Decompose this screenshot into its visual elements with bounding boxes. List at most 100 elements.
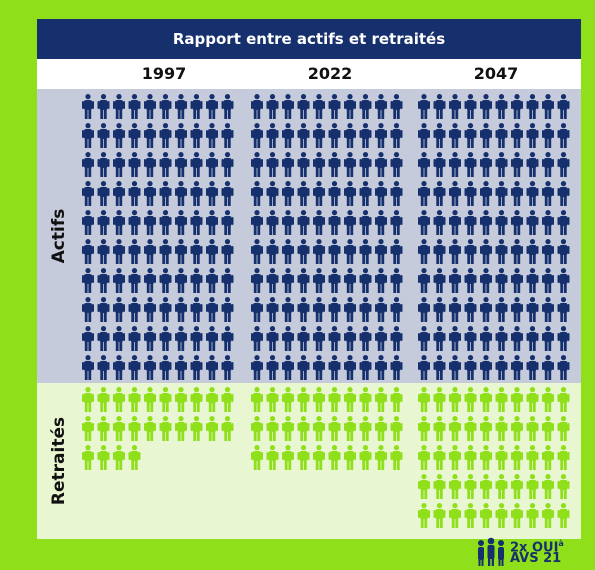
actif-person-icon xyxy=(144,268,156,293)
actif-person-icon xyxy=(159,326,172,351)
actif-person-icon xyxy=(206,326,218,351)
actif-person-icon xyxy=(433,181,446,206)
actif-person-icon xyxy=(297,94,310,119)
actif-person-icon xyxy=(313,326,325,351)
retraite-person-icon xyxy=(128,387,141,412)
actif-person-icon xyxy=(390,181,403,206)
actif-person-icon xyxy=(511,181,523,206)
actif-person-icon xyxy=(128,297,141,322)
actif-person-icon xyxy=(480,355,492,380)
actif-person-icon xyxy=(282,355,294,380)
actif-person-icon xyxy=(464,297,477,322)
actif-person-icon xyxy=(266,181,279,206)
retraite-person-icon xyxy=(542,474,554,499)
actif-person-icon xyxy=(282,210,294,235)
actif-person-icon xyxy=(266,123,279,148)
actif-person-icon xyxy=(159,181,172,206)
retraite-person-icon xyxy=(82,445,94,470)
retraite-person-icon xyxy=(344,445,356,470)
actif-person-icon xyxy=(433,94,446,119)
actif-person-icon xyxy=(344,355,356,380)
actif-person-icon xyxy=(297,268,310,293)
actif-person-icon xyxy=(449,181,461,206)
retraite-person-icon xyxy=(433,503,446,528)
actif-person-icon xyxy=(206,181,218,206)
retraite-person-icon xyxy=(190,416,203,441)
actif-person-icon xyxy=(144,355,156,380)
actif-person-icon xyxy=(82,297,94,322)
actif-person-icon xyxy=(464,94,477,119)
retraite-person-icon xyxy=(375,445,387,470)
actif-person-icon xyxy=(266,239,279,264)
retraite-person-icon xyxy=(464,416,477,441)
actif-person-icon xyxy=(97,123,110,148)
actif-person-icon xyxy=(390,94,403,119)
actif-person-icon xyxy=(495,268,508,293)
retraite-person-icon xyxy=(375,387,387,412)
actif-person-icon xyxy=(206,355,218,380)
actif-person-icon xyxy=(251,268,263,293)
retraite-person-icon xyxy=(480,416,492,441)
actif-person-icon xyxy=(375,268,387,293)
actif-person-icon xyxy=(433,268,446,293)
actif-person-icon xyxy=(190,210,203,235)
actif-person-icon xyxy=(542,239,554,264)
actif-person-icon xyxy=(449,210,461,235)
retraite-person-icon xyxy=(113,445,125,470)
retraite-person-icon xyxy=(390,445,403,470)
actif-person-icon xyxy=(159,268,172,293)
retraite-person-icon xyxy=(557,445,570,470)
campaign-logo: 2x OUIà AVS 21 xyxy=(474,536,592,568)
actif-person-icon xyxy=(418,181,430,206)
retraite-person-icon xyxy=(542,387,554,412)
retraite-person-icon xyxy=(159,387,172,412)
actif-person-icon xyxy=(175,239,187,264)
actif-person-icon xyxy=(82,210,94,235)
actif-person-icon xyxy=(464,123,477,148)
actif-person-icon xyxy=(557,297,570,322)
actif-person-icon xyxy=(526,297,539,322)
retraite-person-icon xyxy=(359,416,372,441)
actif-person-icon xyxy=(359,268,372,293)
actif-person-icon xyxy=(344,152,356,177)
retraite-person-icon xyxy=(526,474,539,499)
actif-person-icon xyxy=(313,181,325,206)
actif-person-icon xyxy=(97,268,110,293)
actif-person-icon xyxy=(526,94,539,119)
actif-person-icon xyxy=(495,297,508,322)
actif-person-icon xyxy=(128,152,141,177)
actif-person-icon xyxy=(418,297,430,322)
actif-person-icon xyxy=(375,94,387,119)
retraite-person-icon xyxy=(390,387,403,412)
retraite-person-icon xyxy=(449,416,461,441)
actif-person-icon xyxy=(542,123,554,148)
actif-person-icon xyxy=(144,210,156,235)
actif-person-icon xyxy=(418,326,430,351)
actif-person-icon xyxy=(359,297,372,322)
actif-person-icon xyxy=(328,268,341,293)
actif-person-icon xyxy=(390,123,403,148)
retraite-person-icon xyxy=(418,503,430,528)
actif-person-icon xyxy=(82,326,94,351)
retraite-person-icon xyxy=(175,416,187,441)
retraite-person-icon xyxy=(266,387,279,412)
actif-person-icon xyxy=(97,239,110,264)
retraite-person-icon xyxy=(433,445,446,470)
retraite-person-icon xyxy=(557,387,570,412)
actif-person-icon xyxy=(344,123,356,148)
retraite-person-icon xyxy=(480,503,492,528)
retraite-person-icon xyxy=(511,474,523,499)
actif-person-icon xyxy=(449,268,461,293)
actif-person-icon xyxy=(511,326,523,351)
retraite-person-icon xyxy=(449,503,461,528)
actif-person-icon xyxy=(328,94,341,119)
actif-person-icon xyxy=(480,123,492,148)
actif-person-icon xyxy=(344,181,356,206)
retraite-person-icon xyxy=(480,445,492,470)
actif-person-icon xyxy=(418,94,430,119)
retraite-person-icon xyxy=(175,387,187,412)
retraite-person-icon xyxy=(433,387,446,412)
actif-person-icon xyxy=(206,297,218,322)
actif-person-icon xyxy=(128,268,141,293)
actif-person-icon xyxy=(495,152,508,177)
